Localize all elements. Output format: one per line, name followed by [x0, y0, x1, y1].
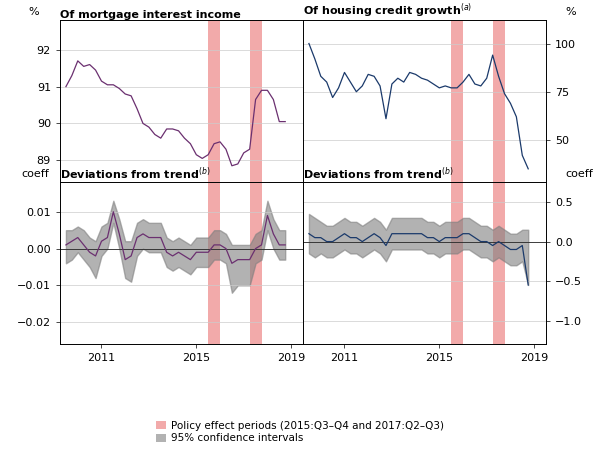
Bar: [451, 20, 463, 183]
Bar: [208, 183, 220, 344]
Bar: [451, 183, 463, 344]
Bar: [250, 183, 262, 344]
Text: Of mortgage interest income: Of mortgage interest income: [60, 10, 241, 19]
Bar: [493, 20, 505, 183]
Text: Of housing credit growth$^{(a)}$: Of housing credit growth$^{(a)}$: [303, 2, 472, 20]
Bar: [250, 20, 262, 183]
Legend: Policy effect periods (2015:Q3–Q4 and 2017:Q2–Q3), 95% confidence intervals: Policy effect periods (2015:Q3–Q4 and 20…: [154, 419, 446, 446]
Text: %: %: [565, 7, 576, 17]
Text: Deviations from trend$^{(b)}$: Deviations from trend$^{(b)}$: [60, 166, 211, 183]
Bar: [208, 20, 220, 183]
Text: %: %: [28, 7, 39, 17]
Text: coeff: coeff: [21, 169, 49, 179]
Text: coeff: coeff: [565, 169, 593, 179]
Bar: [493, 183, 505, 344]
Text: Deviations from trend$^{(b)}$: Deviations from trend$^{(b)}$: [303, 166, 454, 183]
